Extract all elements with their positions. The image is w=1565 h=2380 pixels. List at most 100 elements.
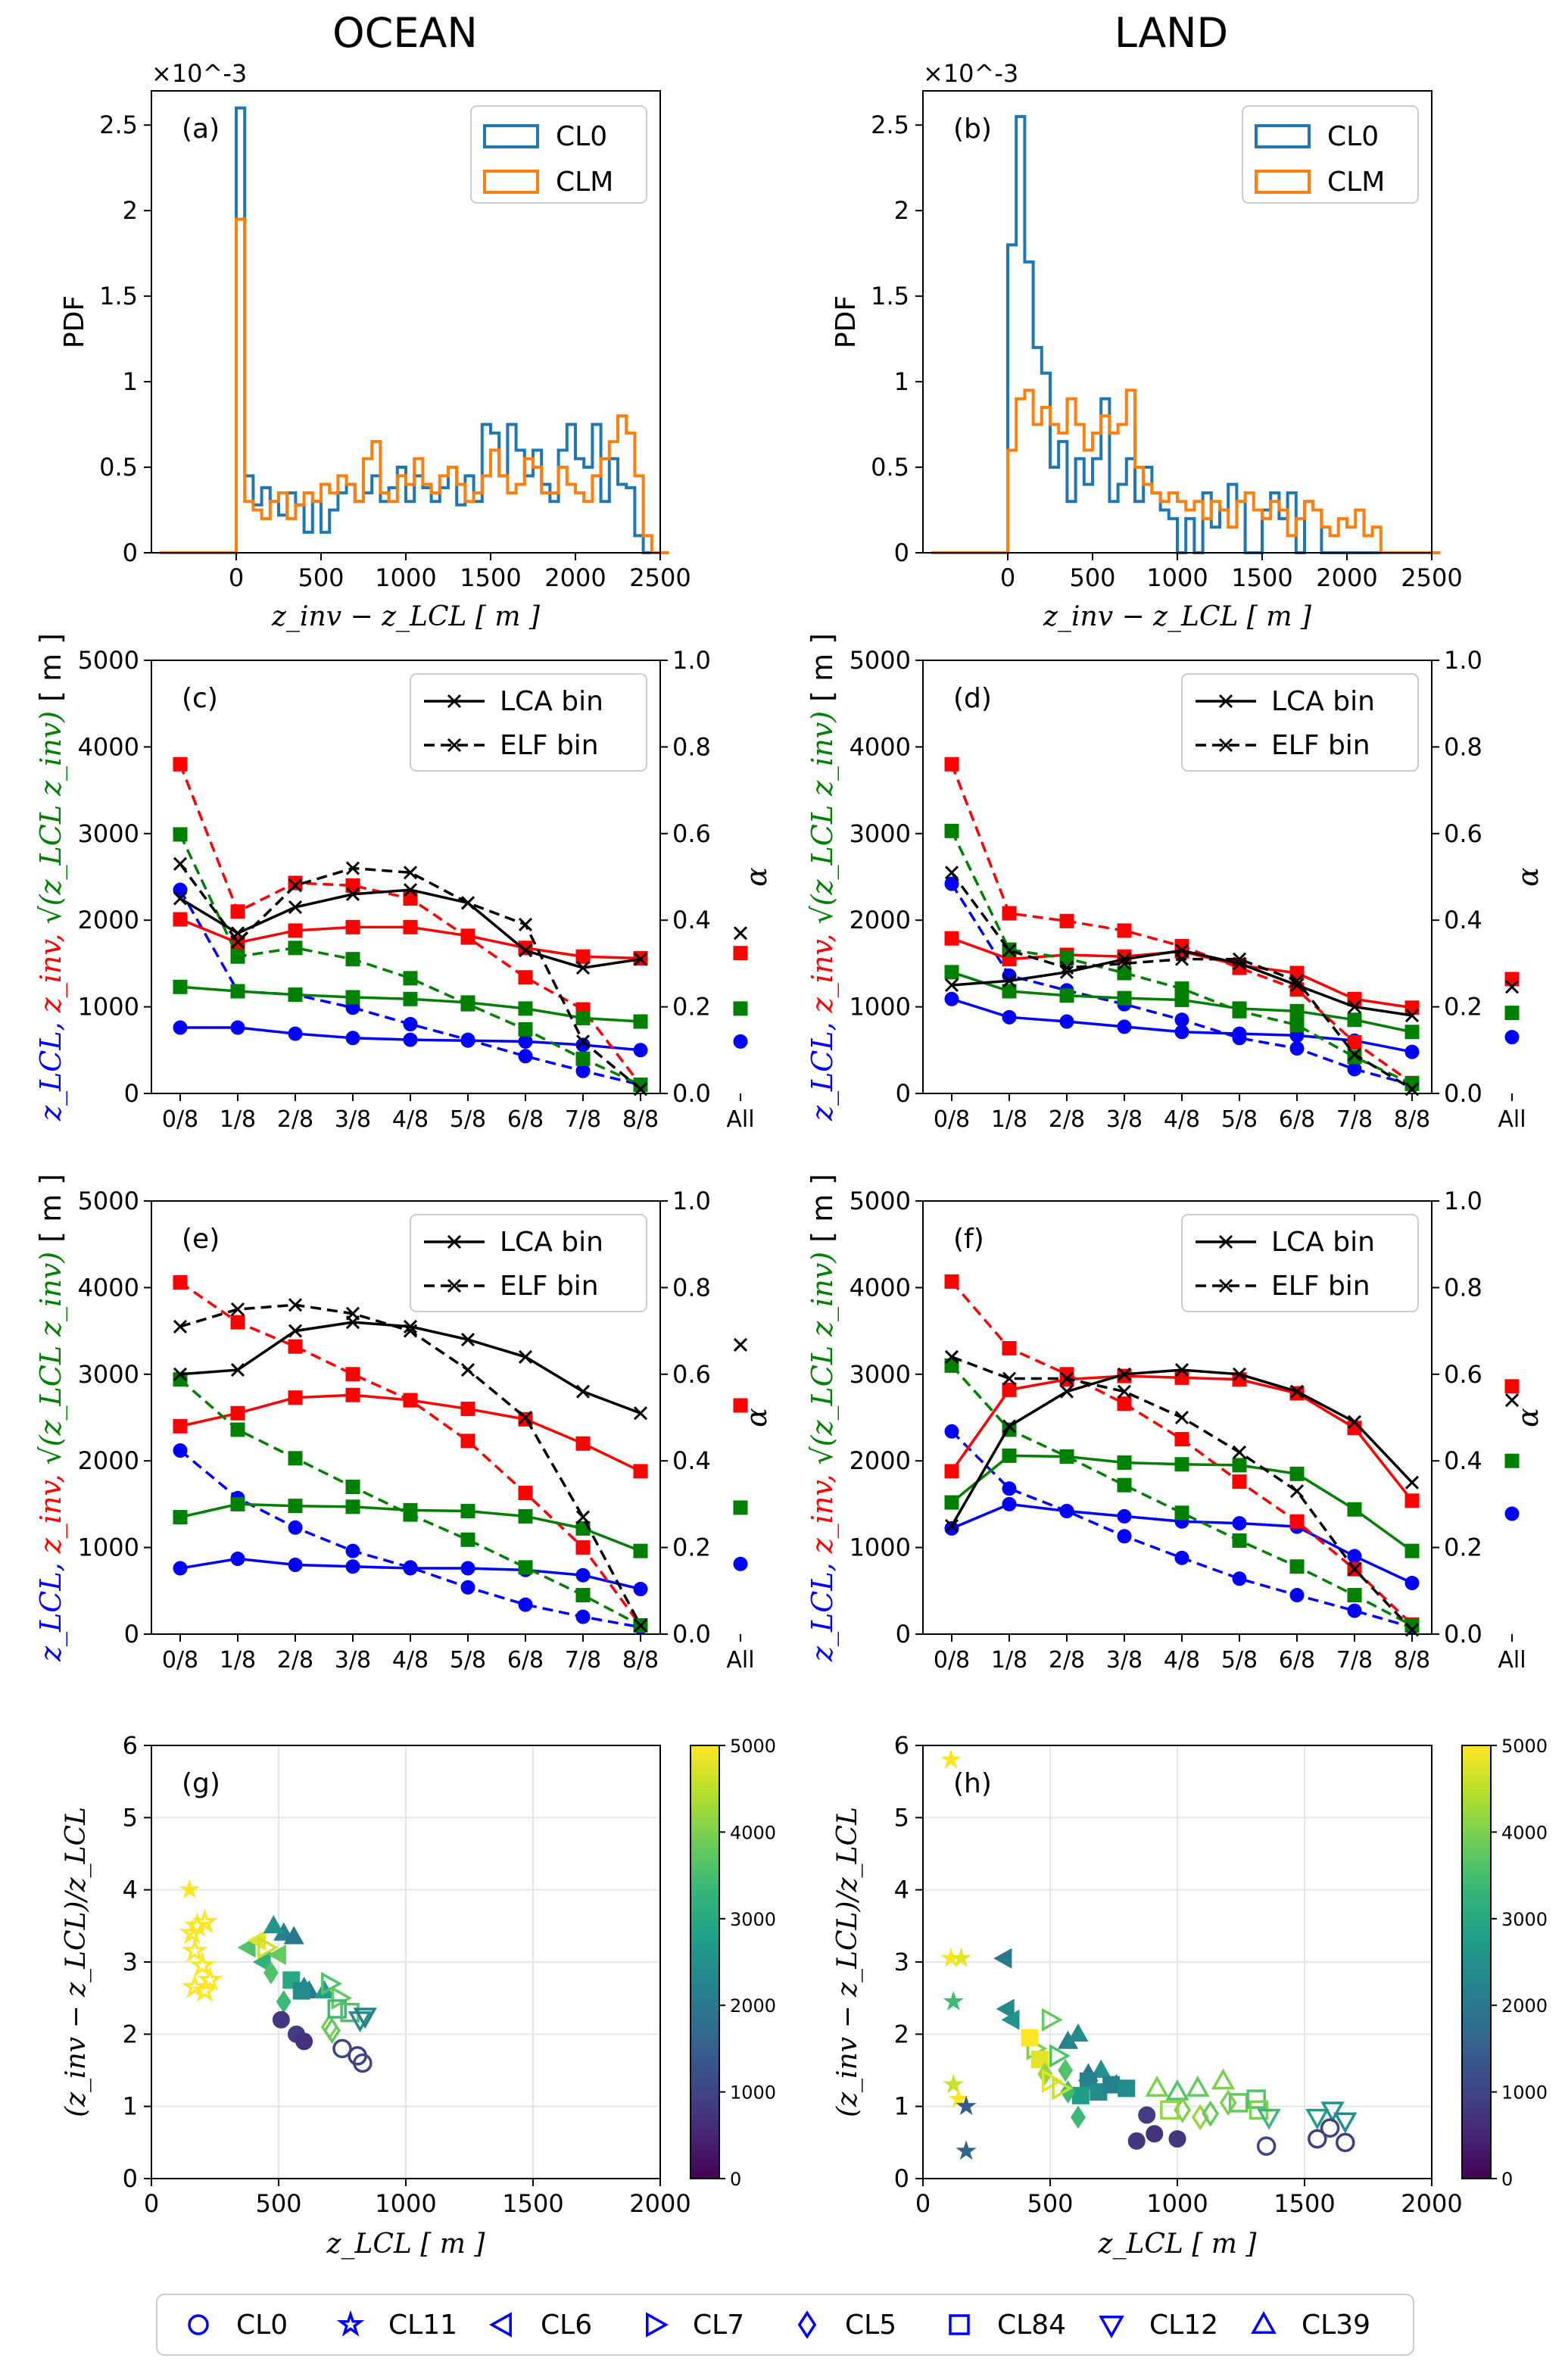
colorbar-segment [1462, 2091, 1491, 2101]
data-point [230, 1315, 245, 1330]
y-axis-label-part: z_LCL, [806, 1012, 840, 1121]
data-point [288, 1026, 303, 1041]
legend-marker [1218, 1234, 1233, 1249]
colorbar-segment [691, 2085, 719, 2093]
y-tick-label: 5 [894, 1803, 909, 1832]
legend-label: LCA bin [1271, 1227, 1375, 1258]
data-point [460, 997, 475, 1012]
data-point [1174, 1457, 1189, 1472]
data-point [1117, 1529, 1132, 1544]
data-point [1002, 984, 1017, 999]
colorbar-segment [1462, 1882, 1491, 1891]
y-axis-label-part: z_inv, [34, 1465, 68, 1555]
colorbar-segment [691, 1767, 719, 1776]
scatter-point [1001, 2009, 1020, 2030]
y-tick-label-right: 0.8 [1444, 732, 1482, 761]
data-point [575, 1609, 591, 1624]
legend-label: LCA bin [1271, 686, 1375, 717]
data-point [288, 1324, 303, 1338]
data-point [944, 866, 959, 880]
x-tick-label: 0 [144, 2189, 159, 2218]
data-point [944, 1464, 959, 1479]
data-point [403, 866, 418, 880]
legend-label: ELF bin [1271, 730, 1370, 761]
y-tick-label-right: 0.8 [672, 732, 711, 761]
x-tick-label: 2000 [629, 2189, 691, 2218]
data-point [518, 944, 533, 958]
scatter-point [993, 1948, 1012, 1969]
data-point [1404, 1025, 1420, 1040]
data-point [1174, 1012, 1189, 1028]
colorbar-segment [1462, 2106, 1491, 2115]
colorbar-segment [1462, 1983, 1491, 1992]
x-tick-label: 0/8 [162, 1647, 198, 1673]
x-tick-label: 8/8 [622, 1106, 659, 1133]
colorbar-segment [1462, 2055, 1491, 2064]
data-point [403, 1560, 418, 1575]
colorbar-segment [1462, 2041, 1491, 2050]
y-tick-label: 4 [894, 1876, 909, 1904]
y-axis-label-part: z_inv, [34, 925, 68, 1014]
data-point [460, 1332, 475, 1347]
data-point [173, 1020, 188, 1035]
data-point [1117, 1396, 1132, 1411]
data-point [230, 904, 245, 919]
legend-label-clm: CLM [1327, 167, 1385, 198]
y-tick-label: 6 [123, 1731, 138, 1760]
legend-box [470, 105, 647, 204]
y-tick-label: 1000 [850, 1533, 911, 1562]
colorbar-segment [1462, 1774, 1491, 1783]
panel-b: 0 500 1000 1500 2000 2500 0 0.5 1 1.5 2 2.5 ×10^-3 z_… [831, 59, 1463, 632]
colorbar-segment [691, 2157, 719, 2165]
legend-marker [447, 694, 462, 709]
y-axis-label-part: [ m ] [34, 633, 67, 702]
colorbar-segment [691, 1868, 719, 1876]
data-point [345, 919, 360, 934]
data-point [944, 1349, 959, 1364]
colorbar-segment [691, 2163, 719, 2173]
x-tick-label: 8/8 [1394, 1106, 1430, 1133]
y-axis-label-part: z_inv, [806, 1465, 840, 1555]
legend-marker-cl11 [336, 2310, 365, 2337]
y-tick-label: 4000 [78, 732, 139, 761]
data-point [575, 1588, 591, 1603]
colorbar-tick-label: 0 [1501, 2169, 1513, 2190]
x-tick-label: 500 [298, 563, 344, 592]
x-tick-label: 1000 [1146, 563, 1208, 592]
colorbar-tick-label: 4000 [730, 1822, 776, 1843]
y-tick-label: 0 [123, 2164, 138, 2193]
legend-box [1181, 673, 1419, 772]
colorbar-segment [1462, 1969, 1491, 1978]
scatter-point [1127, 2132, 1146, 2150]
histogram-clm [931, 388, 1441, 554]
data-point [518, 1486, 533, 1501]
data-point [1289, 1384, 1305, 1399]
colorbar-tick-label: 0 [730, 2169, 741, 2190]
data-point [944, 823, 959, 838]
y-axis-label-part: z_inv, [806, 925, 840, 1014]
legend: LCA bin ELF bin [410, 673, 647, 772]
legend: LCA bin ELF bin [410, 1214, 647, 1312]
y-tick-label: 3000 [78, 1360, 139, 1389]
y-axis-label-right: α [740, 867, 773, 887]
data-point [1117, 1455, 1132, 1470]
data-point [173, 1275, 188, 1290]
data-point [575, 949, 591, 964]
data-point [1117, 990, 1132, 1006]
colorbar-segment [1462, 1795, 1491, 1804]
x-tick-label: 4/8 [1164, 1106, 1200, 1133]
data-point [1059, 1367, 1074, 1382]
y-tick-label: 0 [123, 538, 138, 567]
colorbar-segment [691, 1897, 719, 1905]
scatter-point [1305, 2108, 1330, 2130]
scatter-point [943, 2073, 964, 2094]
panel-label: (e) [182, 1224, 220, 1255]
x-tick-label: 0 [915, 2189, 931, 2218]
y-axis-label: PDF [831, 295, 862, 348]
data-point [288, 1298, 303, 1312]
y-tick-label: 3 [123, 1948, 138, 1976]
colorbar-segment [691, 1969, 719, 1978]
legend-box [1242, 105, 1419, 204]
data-point [575, 1051, 591, 1066]
data-point [518, 1022, 533, 1037]
